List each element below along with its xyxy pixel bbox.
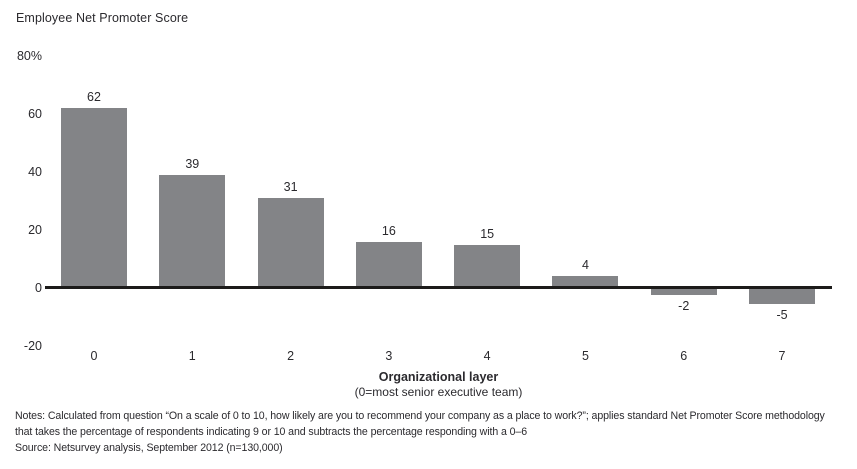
bar-value-label: 16 — [381, 223, 396, 238]
footnotes: Notes: Calculated from question “On a sc… — [15, 409, 855, 456]
bar-value-label: -5 — [776, 307, 788, 322]
x-tick-label: 1 — [188, 349, 196, 363]
x-axis-title: Organizational layer — [378, 370, 499, 384]
notes-line-1: Notes: Calculated from question “On a sc… — [15, 410, 825, 422]
bar — [257, 198, 324, 289]
bar — [749, 288, 816, 304]
y-tick-label: 20 — [28, 223, 42, 237]
source-line: Source: Netsurvey analysis, September 20… — [15, 441, 283, 454]
x-axis-zero-line — [45, 286, 832, 289]
bar — [355, 241, 422, 289]
y-tick-label: 60 — [28, 107, 42, 121]
x-tick-label: 4 — [483, 349, 491, 363]
x-tick-label: 3 — [385, 349, 393, 363]
bar — [61, 108, 127, 289]
bar-value-label: 62 — [87, 90, 101, 105]
bar — [552, 276, 619, 289]
x-axis-subtitle: (0=most senior executive team) — [354, 385, 523, 399]
y-tick-label: 80% — [16, 49, 42, 63]
bar-value-label: -2 — [678, 298, 690, 313]
bar-value-label: 4 — [581, 258, 589, 273]
bar-value-label: 31 — [283, 180, 298, 195]
x-tick-label: 7 — [778, 349, 786, 363]
x-tick-label: 0 — [90, 349, 98, 363]
bar-value-label: 15 — [480, 226, 495, 241]
bar — [159, 174, 226, 289]
x-tick-label: 2 — [287, 349, 295, 363]
notes-line-2: that takes the percentage of respondents… — [15, 425, 527, 438]
bar — [650, 288, 717, 295]
bar-value-label: 39 — [185, 156, 200, 171]
x-tick-label: 5 — [581, 349, 589, 363]
y-tick-label: 40 — [28, 165, 42, 179]
y-tick-label: 0 — [35, 281, 42, 295]
chart-title: Employee Net Promoter Score — [16, 11, 189, 25]
y-tick-label: -20 — [23, 339, 42, 353]
bar — [454, 244, 521, 289]
x-tick-label: 6 — [680, 349, 688, 363]
